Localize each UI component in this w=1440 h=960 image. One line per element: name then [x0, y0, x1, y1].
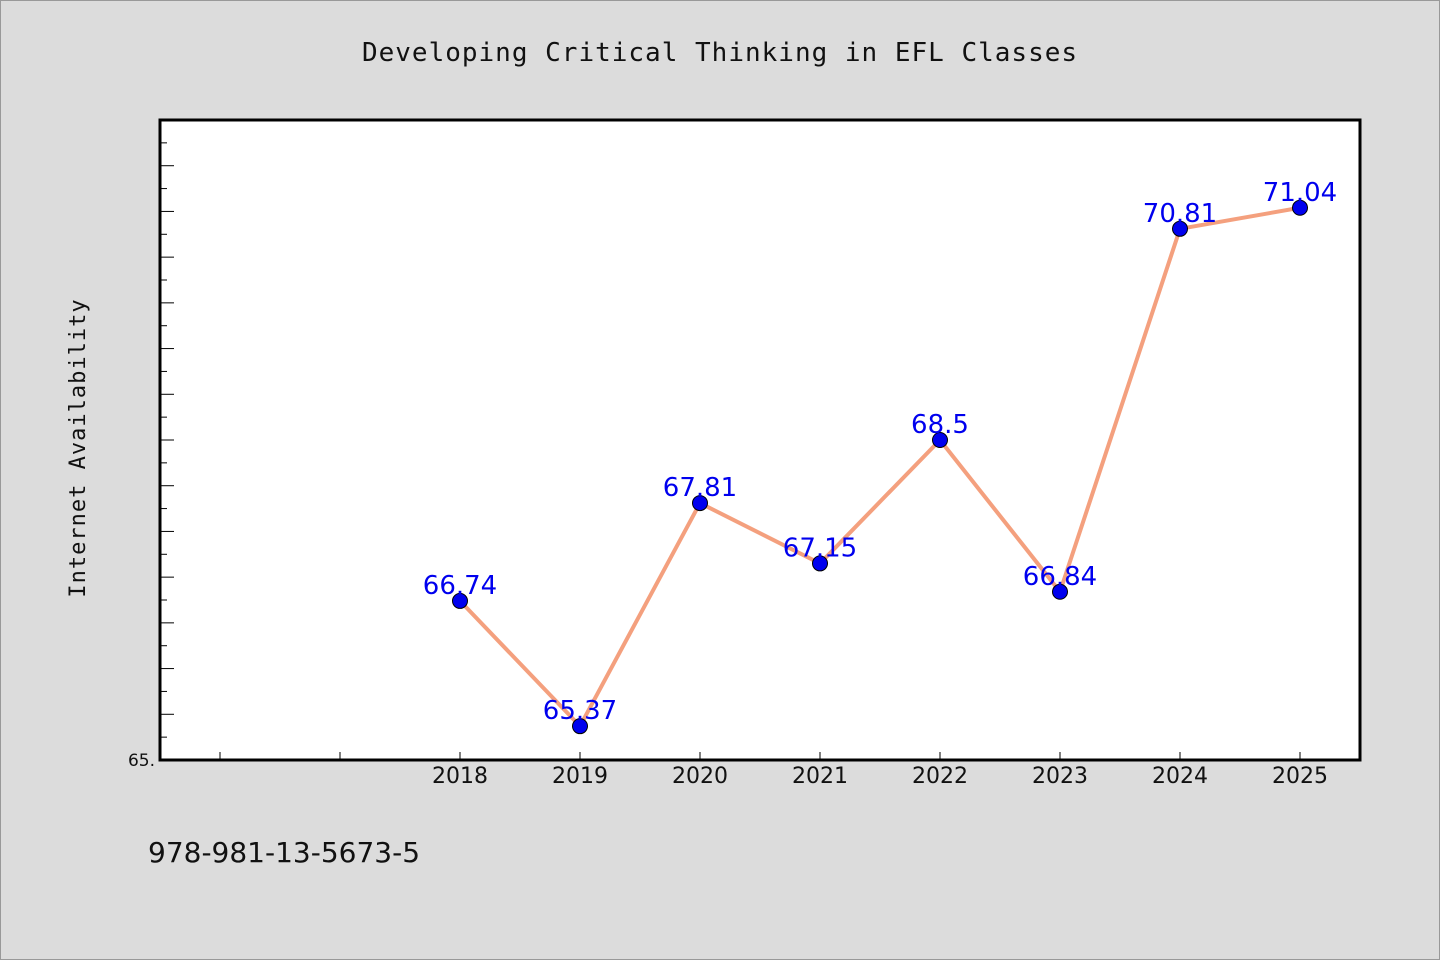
x-tick-label: 2024: [1152, 764, 1208, 789]
data-label: 70.81: [1143, 199, 1217, 229]
data-label: 68.5: [911, 410, 969, 440]
x-tick-label: 2021: [792, 764, 848, 789]
isbn-footer: 978-981-13-5673-5: [148, 836, 420, 869]
y-axis-label: Internet Availability: [66, 298, 91, 597]
x-tick-label: 2022: [912, 764, 968, 789]
x-tick-label: 2025: [1272, 764, 1328, 789]
x-tick-label: 2018: [432, 764, 488, 789]
data-point: [1292, 199, 1308, 216]
data-label: 65.37: [543, 696, 617, 726]
data-point: [1172, 220, 1188, 237]
x-tick-label: 2023: [1032, 764, 1088, 789]
y-tick-label-min: 65.: [128, 751, 155, 771]
data-label: 66.74: [423, 571, 497, 601]
data-label: 66.84: [1023, 562, 1097, 592]
data-label: 71.04: [1263, 178, 1337, 208]
chart-title: Developing Critical Thinking in EFL Clas…: [362, 38, 1078, 68]
x-tick-label: 2020: [672, 764, 728, 789]
data-label: 67.15: [783, 533, 857, 563]
series-layer: 66.74 65.37 67.81 67.15 68.5 66.84 70.81 71.04: [423, 178, 1337, 735]
data-point: [572, 718, 588, 735]
x-axis-ticks: 2018 2019 2020 2021 2022 2023 2024 2025: [219, 752, 1328, 789]
data-point: [452, 592, 468, 609]
plot-area: [158, 118, 1362, 762]
data-label: 67.81: [663, 473, 737, 503]
series-line: [458, 205, 1302, 729]
data-point: [812, 555, 828, 572]
x-tick-label: 2019: [552, 764, 608, 789]
data-point: [1052, 583, 1068, 600]
data-point: [932, 432, 948, 448]
y-axis-ticks: [160, 119, 174, 761]
data-point: [692, 495, 708, 512]
